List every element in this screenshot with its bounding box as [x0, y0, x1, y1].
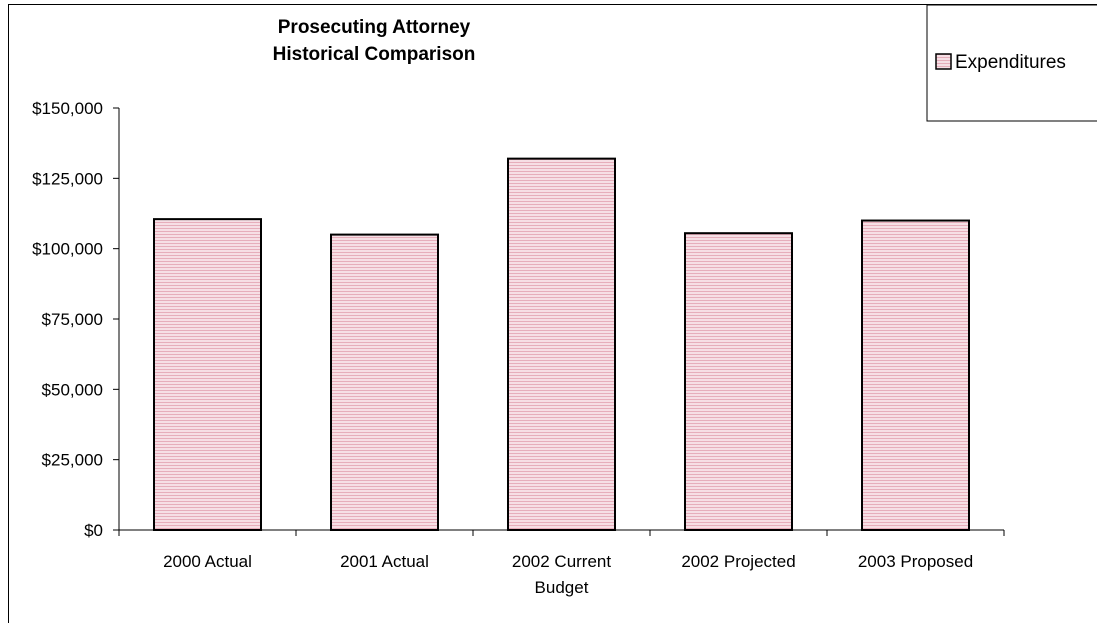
bar	[684, 232, 793, 531]
legend-label-expenditures: Expenditures	[955, 52, 1066, 73]
y-tick-label: $125,000	[32, 169, 103, 188]
chart-title-line: Prosecuting Attorney	[278, 17, 471, 38]
bar	[330, 233, 439, 531]
y-tick-label: $25,000	[42, 451, 103, 470]
x-tick-label: 2001 Actual	[340, 552, 429, 571]
y-tick-label: $50,000	[42, 380, 103, 399]
bar	[507, 157, 616, 531]
chart-title-line: Historical Comparison	[273, 44, 476, 65]
x-tick-label: 2002 Projected	[681, 552, 795, 571]
y-tick-label: $150,000	[32, 99, 103, 118]
legend-swatch	[935, 53, 952, 70]
y-tick-label: $0	[84, 521, 103, 540]
chart-title: Prosecuting Attorney Historical Compariso…	[273, 17, 476, 65]
chart-frame	[8, 4, 1097, 623]
x-tick-label: 2003 Proposed	[858, 552, 973, 571]
x-tick-label: Budget	[535, 578, 589, 597]
legend-box	[926, 4, 1097, 122]
y-tick-label: $100,000	[32, 240, 103, 259]
chart-bars	[153, 157, 970, 532]
y-tick-label: $75,000	[42, 310, 103, 329]
chart-labels: $0 $25,000 $50,000 $75,000 $100,000 $125,000 $…	[32, 99, 973, 597]
x-tick-label: 2002 Current	[512, 552, 612, 571]
x-tick-label: 2000 Actual	[163, 552, 252, 571]
chart-legend: Expenditures	[926, 4, 1097, 122]
bar	[153, 218, 262, 531]
bar	[861, 219, 970, 532]
